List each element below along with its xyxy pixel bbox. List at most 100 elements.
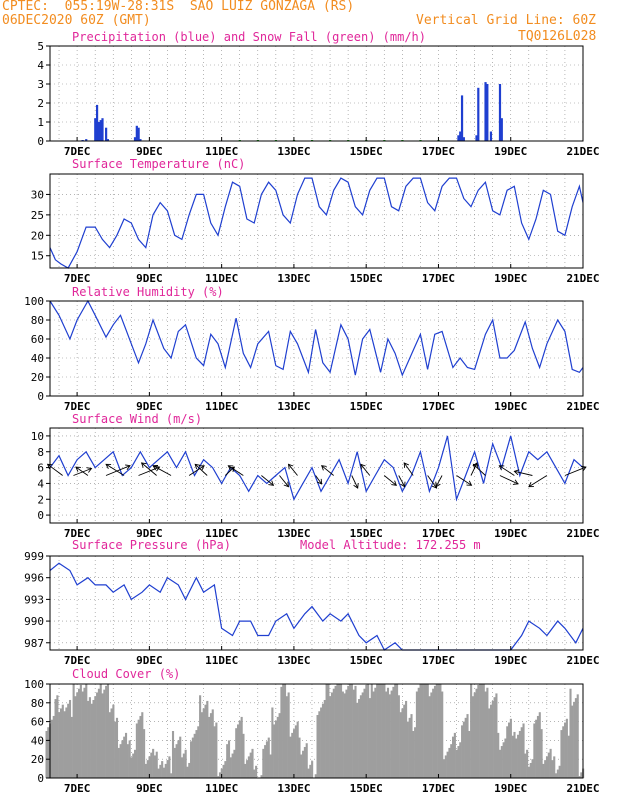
cloud-bar [350,684,353,778]
wind-vector [435,475,443,487]
x-tick-label: 11DEC [205,272,238,285]
cloud-bar [143,729,146,778]
cloud-bar [484,691,487,778]
x-tick-label: 9DEC [136,654,163,667]
x-tick-label: 17DEC [422,272,455,285]
x-tick-label: 9DEC [136,527,163,540]
cloud-bar [170,773,173,778]
cloud-bar [466,714,469,778]
cloud-bar [480,684,484,778]
cloud-bar [101,693,104,778]
cloud-bar [246,760,249,778]
cloud-bar [202,708,205,778]
cloud-bar [576,694,579,778]
cloud-bar [401,708,404,778]
cloud-bar [491,700,494,778]
cloud-bar [195,730,198,778]
cloud-bar [74,696,77,778]
y-tick-label: 2 [37,97,44,110]
cloud-bar [426,684,429,778]
cloud-bar [330,692,334,778]
cloud-bar [302,750,305,778]
cloud-bar [540,729,543,778]
cloud-bar [435,684,438,778]
cloud-bar [327,684,330,778]
panel-temp: 15 20 25 30 7DEC 9DEC 11DEC 13DEC 15DEC 17DEC 19DE… [31,157,600,285]
cloud-bar [531,759,534,778]
cloud-bar [332,688,335,778]
cloud-bar [124,732,128,778]
cloud-bar [497,732,500,778]
cloud-bar [558,765,561,778]
x-tick-label: 21DEC [566,145,599,158]
cloud-bar [354,685,357,778]
cloud-bar [199,695,202,778]
cloud-bar [377,684,381,778]
wind-arrowhead [154,465,161,472]
wind-arrowhead [466,480,473,486]
cloud-bar [240,716,243,778]
wind-line [49,435,584,502]
precip-bar [460,95,464,141]
precip-bar [137,127,140,141]
cloud-bar [529,762,532,778]
wind-arrowhead [513,469,520,476]
cloud-bar [498,749,502,778]
cloud-bar [179,736,182,778]
x-tick-label: 15DEC [350,400,383,413]
cloud-bar [180,757,184,778]
cloud-bar [399,712,402,778]
y-tick-label: 3 [37,78,44,91]
wind-arrowhead [194,463,201,470]
cloud-bar [459,742,462,778]
cloud-bar [146,760,149,778]
cloud-bar [150,752,153,778]
cloud-bar [305,743,308,778]
wind-vector [75,466,89,476]
wind-arrowhead [75,466,81,472]
cloud-bar [184,749,187,778]
cloud-bar [90,703,93,778]
cloud-bar [88,697,91,778]
cloud-bar [320,707,323,778]
cloud-bar [50,719,54,778]
cloud-bar [518,731,521,778]
wind-arrowhead [152,465,159,471]
y-tick-label: 20 [31,371,44,384]
cloud-bar [204,704,207,778]
panel-title: Relative Humidity (%) [72,285,224,299]
cloud-bar [123,736,126,778]
cloud-bar [59,708,63,778]
cloud-bar [573,701,576,778]
y-tick-label: 1 [37,116,44,129]
panel-rh: 0 20 40 60 80 100 7DEC 9DEC 11DEC 13DEC 15DEC 17DEC… [24,285,599,413]
cloud-bar [287,692,290,778]
cloud-bar [509,718,512,778]
wind-arrowhead [360,463,366,470]
cloud-bar [68,699,72,778]
wind-arrowhead [268,480,275,486]
x-tick-label: 21DEC [566,400,599,413]
cloud-bar [455,749,458,778]
y-tick-label: 20 [31,229,44,242]
x-tick-label: 9DEC [136,782,163,795]
cloud-bar [506,726,509,778]
wind-vector [321,465,334,476]
precip-bar [85,139,88,141]
panel-frame [49,427,584,524]
cloud-bar [569,688,572,778]
cloud-bar [578,776,581,778]
y-tick-label: 30 [31,188,44,201]
cloud-bar [479,684,482,778]
cloud-bar [511,735,514,778]
x-tick-label: 19DEC [494,654,527,667]
cloud-bar [508,722,511,778]
cloud-bar [442,759,446,778]
cloud-bar [553,756,556,778]
wind-vector [514,470,533,476]
cloud-bar [67,703,70,778]
rh-line [49,299,584,377]
cloud-bar [105,685,108,778]
cloud-bar [191,737,194,778]
cloud-bar [549,748,552,778]
